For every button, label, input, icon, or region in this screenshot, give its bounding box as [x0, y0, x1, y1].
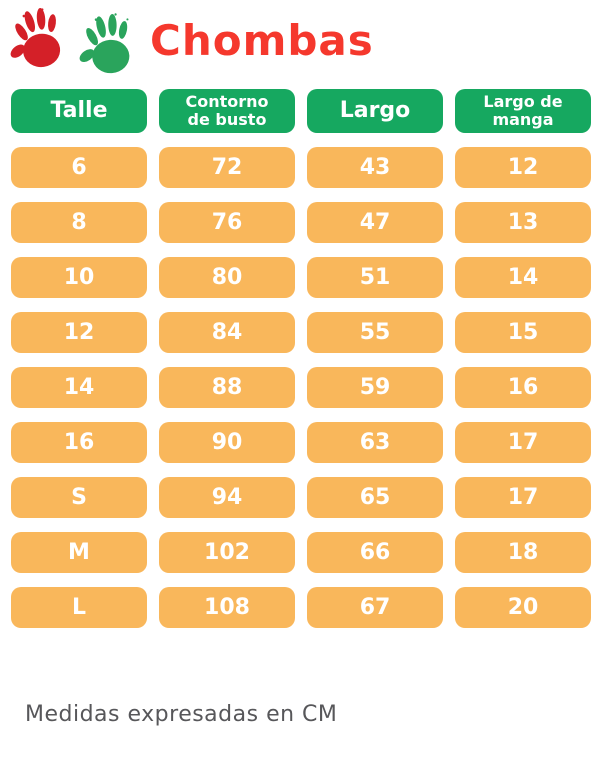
table-cell: 47 [307, 202, 443, 243]
table-cell: 14 [11, 367, 147, 408]
red-handprint-icon [10, 7, 61, 68]
table-cell: 84 [159, 312, 295, 353]
table-cell: 10 [11, 257, 147, 298]
table-cell: 66 [307, 532, 443, 573]
table-cell: 108 [159, 587, 295, 628]
table-cell: 15 [455, 312, 591, 353]
table-cell: 16 [455, 367, 591, 408]
table-cell: 90 [159, 422, 295, 463]
table-cell: 17 [455, 422, 591, 463]
size-table: Talle Contorno de busto Largo Largo de m… [11, 89, 591, 628]
table-cell: M [11, 532, 147, 573]
table-cell: 18 [455, 532, 591, 573]
table-cell: 65 [307, 477, 443, 518]
table-cell: 94 [159, 477, 295, 518]
table-cell: 43 [307, 147, 443, 188]
table-cell: 67 [307, 587, 443, 628]
table-cell: 8 [11, 202, 147, 243]
column-header-talle: Talle [11, 89, 147, 133]
table-cell: 13 [455, 202, 591, 243]
units-note: Medidas expresadas en CM [25, 702, 338, 727]
page-title: Chombas [150, 16, 374, 65]
column-header-contorno: Contorno de busto [159, 89, 295, 133]
table-cell: S [11, 477, 147, 518]
table-cell: 14 [455, 257, 591, 298]
table-cell: 12 [11, 312, 147, 353]
table-cell: 55 [307, 312, 443, 353]
column-header-manga: Largo de manga [455, 89, 591, 133]
table-cell: 63 [307, 422, 443, 463]
table-cell: 12 [455, 147, 591, 188]
table-cell: 88 [159, 367, 295, 408]
table-cell: 102 [159, 532, 295, 573]
green-handprint-icon [79, 13, 130, 74]
table-cell: L [11, 587, 147, 628]
table-cell: 6 [11, 147, 147, 188]
table-cell: 20 [455, 587, 591, 628]
table-cell: 72 [159, 147, 295, 188]
table-cell: 76 [159, 202, 295, 243]
column-header-largo: Largo [307, 89, 443, 133]
logo-handprints [8, 4, 142, 74]
table-cell: 16 [11, 422, 147, 463]
table-cell: 17 [455, 477, 591, 518]
table-cell: 59 [307, 367, 443, 408]
table-cell: 80 [159, 257, 295, 298]
table-cell: 51 [307, 257, 443, 298]
